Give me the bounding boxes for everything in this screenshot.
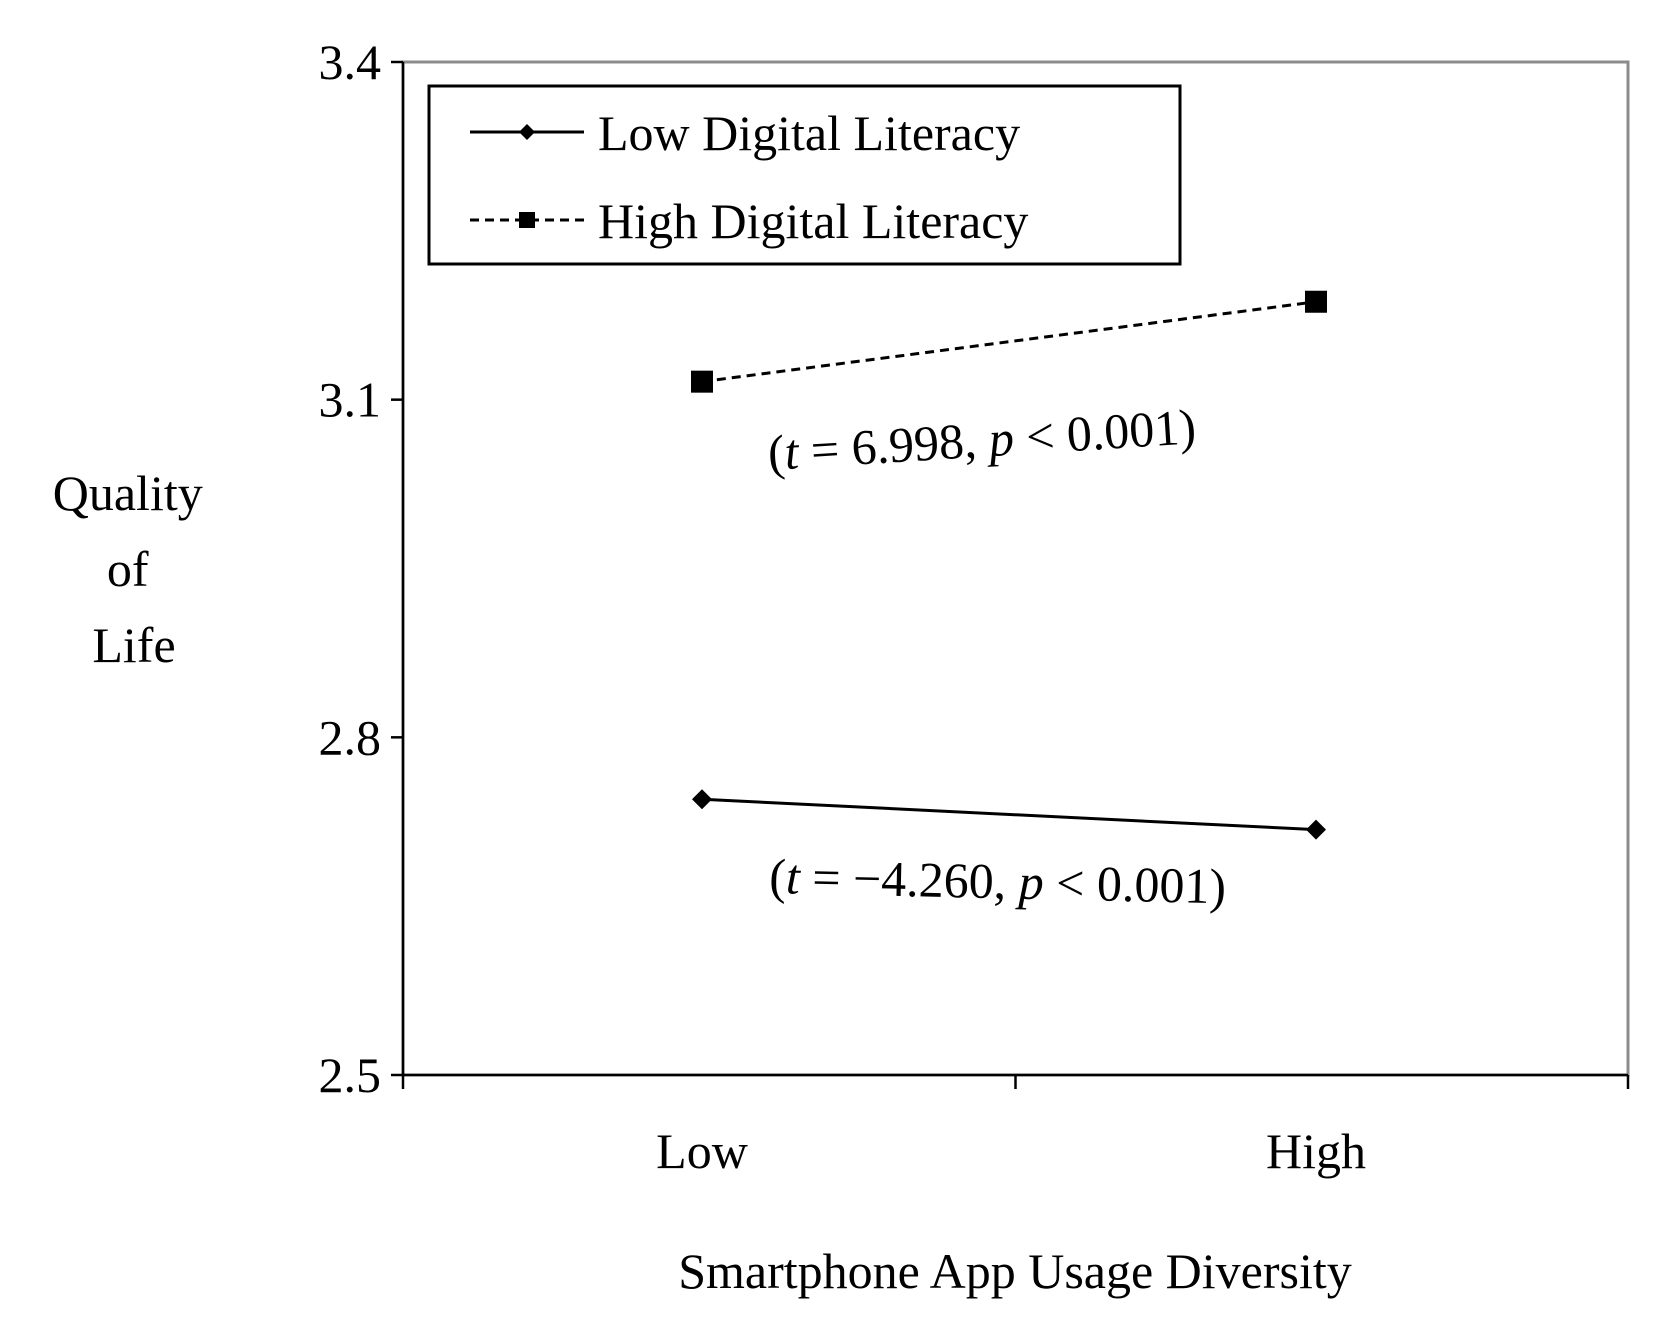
y-tick-label: 2.8 <box>319 709 382 765</box>
annotation-high-digital-literacy: (t = 6.998, p < 0.001) <box>766 398 1197 481</box>
y-axis-title-line-3: Life <box>92 617 175 673</box>
x-tick-label-low: Low <box>656 1123 748 1179</box>
annotation-low-digital-literacy: (t = −4.260, p < 0.001) <box>769 848 1227 914</box>
y-tick-label: 3.4 <box>319 34 382 90</box>
series-layer <box>691 290 1327 840</box>
legend-diamond-marker <box>519 124 535 140</box>
data-point-diamond <box>1306 819 1326 840</box>
series-line-high-digital-literacy <box>701 300 1317 384</box>
y-tick-label: 3.1 <box>319 372 382 428</box>
legend-item-high-digital-literacy: High Digital Literacy <box>470 193 1028 249</box>
legend: Low Digital Literacy High Digital Litera… <box>427 84 1182 266</box>
x-tick-label-high: High <box>1266 1123 1366 1179</box>
y-axis-title: Quality of Life <box>53 465 215 673</box>
x-axis-title: Smartphone App Usage Diversity <box>678 1243 1352 1299</box>
series-line-low-digital-literacy <box>701 797 1317 832</box>
y-axis-title-line-1: Quality <box>53 465 203 521</box>
x-axis-ticks <box>401 1075 1630 1089</box>
y-axis-title-line-2: of <box>107 541 149 597</box>
legend-item-low-digital-literacy: Low Digital Literacy <box>470 105 1020 161</box>
data-point-diamond <box>692 789 712 810</box>
y-axis-ticks: 2.5 2.8 3.1 3.4 <box>319 34 403 1103</box>
data-point-square <box>691 370 713 393</box>
legend-box <box>427 84 1182 266</box>
legend-square-marker <box>519 212 535 228</box>
legend-label-high: High Digital Literacy <box>598 193 1028 249</box>
data-point-square <box>1305 290 1327 313</box>
legend-label-low: Low Digital Literacy <box>598 105 1020 161</box>
y-tick-label: 2.5 <box>319 1047 382 1103</box>
